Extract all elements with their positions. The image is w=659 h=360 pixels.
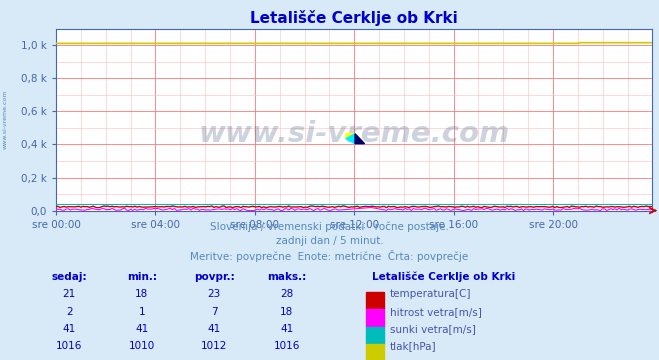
Text: min.:: min.:	[127, 272, 157, 282]
Text: 28: 28	[280, 289, 293, 300]
Text: 23: 23	[208, 289, 221, 300]
Text: 1016: 1016	[56, 341, 82, 351]
Text: 41: 41	[63, 324, 76, 334]
Polygon shape	[346, 134, 355, 139]
Polygon shape	[346, 134, 355, 144]
Text: sunki vetra[m/s]: sunki vetra[m/s]	[390, 324, 476, 334]
Text: 41: 41	[280, 324, 293, 334]
Text: 41: 41	[135, 324, 148, 334]
Polygon shape	[355, 134, 364, 144]
Text: www.si-vreme.com: www.si-vreme.com	[198, 120, 510, 148]
Text: hitrost vetra[m/s]: hitrost vetra[m/s]	[390, 307, 482, 317]
Text: 7: 7	[211, 307, 217, 317]
Text: 2: 2	[66, 307, 72, 317]
Title: Letališče Cerklje ob Krki: Letališče Cerklje ob Krki	[250, 10, 458, 26]
Text: zadnji dan / 5 minut.: zadnji dan / 5 minut.	[275, 236, 384, 246]
Text: sedaj:: sedaj:	[51, 272, 87, 282]
Text: povpr.:: povpr.:	[194, 272, 235, 282]
Text: temperatura[C]: temperatura[C]	[390, 289, 472, 300]
Text: 41: 41	[208, 324, 221, 334]
Text: 1010: 1010	[129, 341, 155, 351]
Text: 1016: 1016	[273, 341, 300, 351]
Text: 1: 1	[138, 307, 145, 317]
Text: Meritve: povprečne  Enote: metrične  Črta: povprečje: Meritve: povprečne Enote: metrične Črta:…	[190, 250, 469, 262]
Text: www.si-vreme.com: www.si-vreme.com	[3, 89, 8, 149]
Text: 1012: 1012	[201, 341, 227, 351]
Text: maks.:: maks.:	[267, 272, 306, 282]
Text: 18: 18	[280, 307, 293, 317]
Text: 21: 21	[63, 289, 76, 300]
Text: tlak[hPa]: tlak[hPa]	[390, 341, 437, 351]
Text: 18: 18	[135, 289, 148, 300]
Text: Slovenija / vremenski podatki - ročne postaje.: Slovenija / vremenski podatki - ročne po…	[210, 221, 449, 232]
Text: Letališče Cerklje ob Krki: Letališče Cerklje ob Krki	[372, 272, 515, 282]
